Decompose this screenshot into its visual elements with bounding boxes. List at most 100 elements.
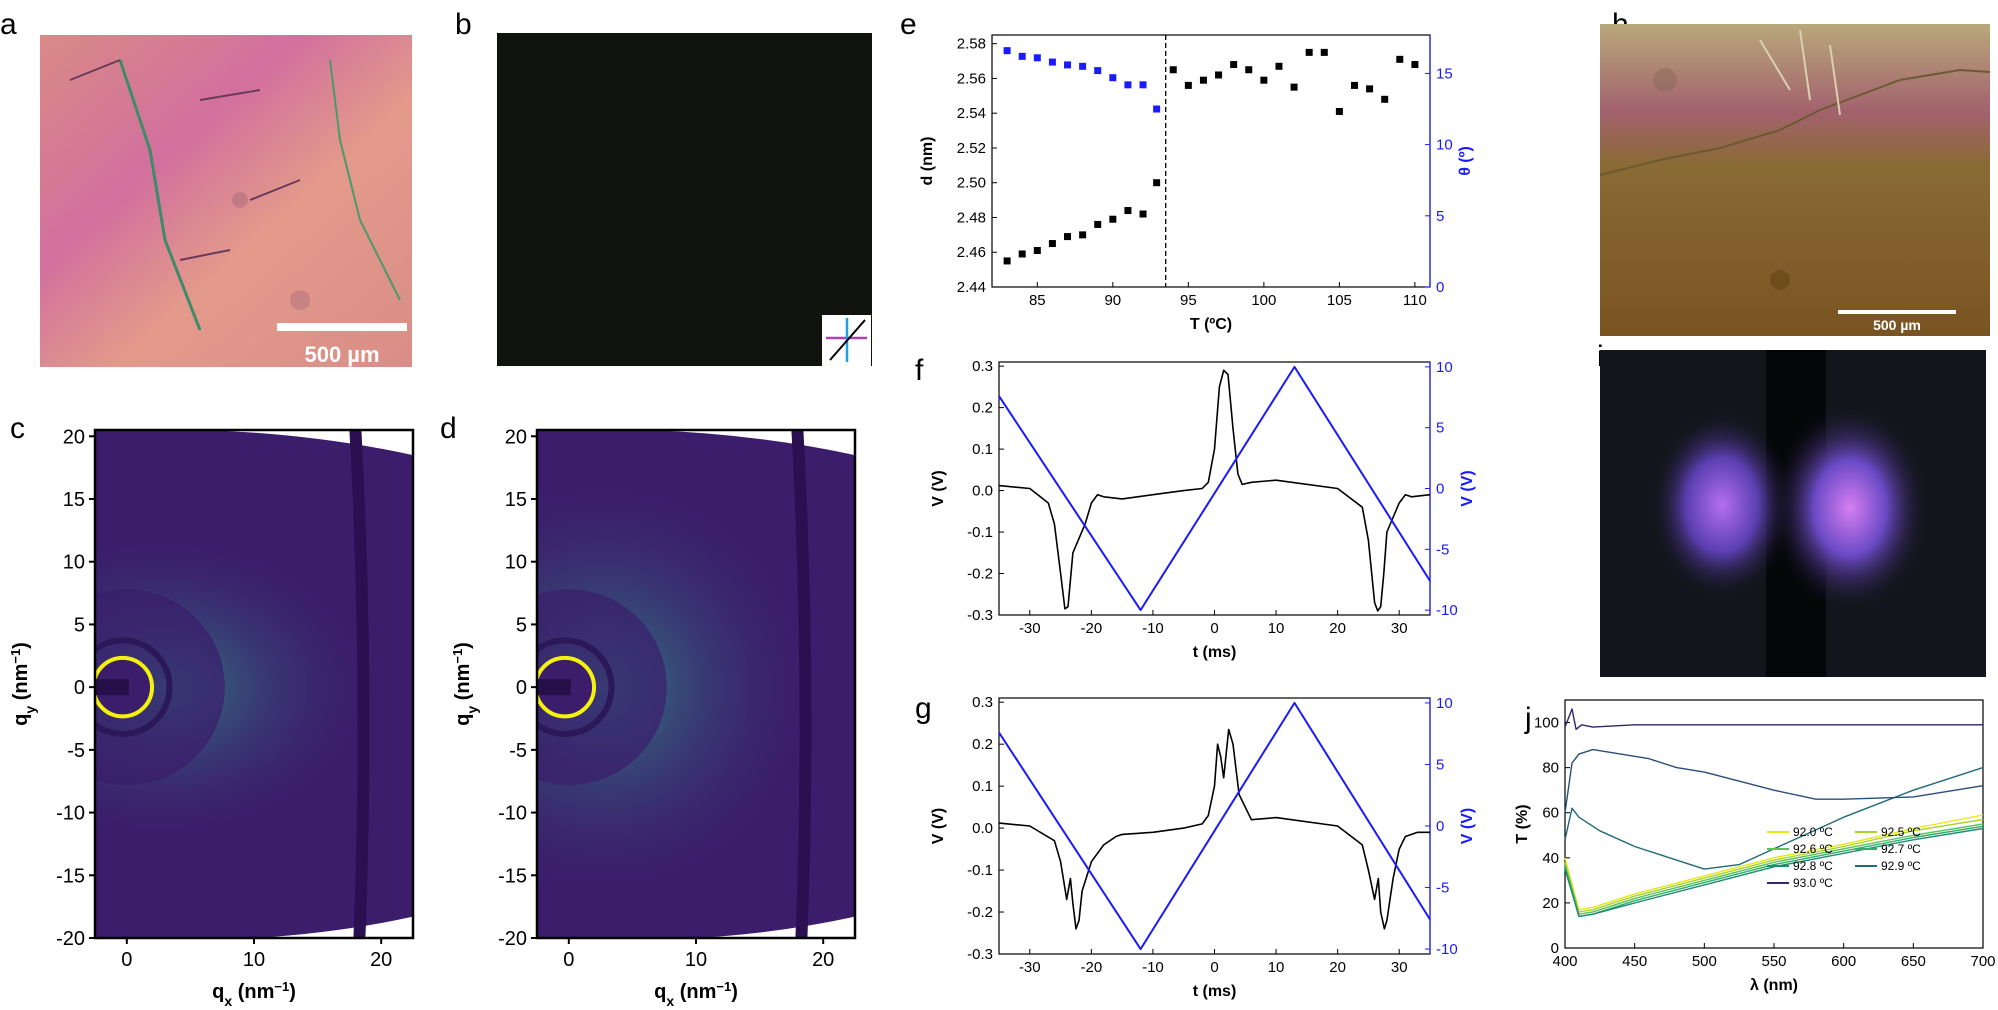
micrograph-h: 500 µm (1599, 24, 1991, 336)
micrograph-a: 500 µm (40, 35, 412, 367)
x-axis-label-part: (nm (232, 981, 274, 1003)
data-point-d (1335, 107, 1343, 115)
x-axis-label-part: x (666, 993, 674, 1009)
x-tick-label: 30 (1391, 959, 1408, 976)
x-tick-label: 500 (1692, 953, 1717, 970)
data-point-d (1245, 66, 1253, 74)
y-tick-label: 0.1 (972, 441, 993, 458)
data-point-d (1018, 250, 1026, 258)
y-tick-label: 0.3 (972, 358, 993, 375)
y-tick-label: -20 (56, 928, 85, 950)
legend-label: 92.0 ºC (1793, 825, 1833, 839)
data-point-d (1350, 81, 1358, 89)
y-tick-label: -10 (498, 803, 527, 825)
data-point-d (1169, 66, 1177, 74)
y-axis-label: V (V) (930, 470, 947, 506)
series-voltage (998, 365, 1431, 612)
data-point-d (1109, 215, 1117, 223)
panel-label-e: e (900, 8, 917, 41)
data-point-θ (1139, 81, 1147, 89)
y-tick-label: 0.0 (972, 820, 993, 837)
chart-j: 400 450 500 550 600 650 700 0 20 40 60 80 100 λ (nm) T… (1514, 699, 1996, 994)
plot-frame (998, 697, 1431, 955)
y-tick-label: -15 (498, 865, 527, 887)
y2-tick-label: 10 (1436, 137, 1453, 154)
x-tick-label: -30 (1019, 620, 1041, 637)
data-point-θ (1064, 61, 1072, 69)
y-tick-label: 10 (63, 552, 85, 574)
y-tick-label: -0.2 (967, 904, 993, 921)
x-axis-label-part: q (212, 981, 224, 1003)
series-92.6 ºC (1564, 823, 1984, 915)
y-tick-label: -20 (498, 928, 527, 950)
plot-frame (998, 361, 1431, 616)
y-tick-label: 20 (1542, 895, 1559, 912)
y-tick-label: -15 (56, 865, 85, 887)
y-axis-label-part: ) (10, 642, 32, 649)
data-point-θ (1003, 47, 1011, 55)
y-tick-label: 0 (516, 677, 527, 699)
panel-label-j: j (1524, 702, 1532, 735)
data-point-θ (1033, 54, 1041, 62)
ring-shadow (95, 637, 173, 737)
y2-tick-label: 5 (1436, 420, 1444, 437)
y-tick-label: 60 (1542, 805, 1559, 822)
y-axis-label-part: (nm (452, 664, 474, 706)
x-tick-label: 10 (685, 949, 707, 971)
scalebar-h (1838, 310, 1956, 314)
y-tick-label: 2.50 (957, 175, 986, 192)
legend-label: 92.7 ºC (1881, 842, 1921, 856)
data-point-d (1139, 210, 1147, 218)
y-tick-label: 5 (516, 614, 527, 636)
y-axis-label: V (V) (930, 808, 947, 844)
x-tick-label: 20 (370, 949, 392, 971)
x-axis-label-part: x (224, 993, 232, 1009)
x-tick-label: -10 (1142, 959, 1164, 976)
data-point-θ (1153, 105, 1161, 113)
chart-g: -30 -20 -10 0 10 20 30 -0.3 -0.2 -0.1 0.0 0.1 0.2 0.3… (930, 694, 1476, 1000)
y-axis-label-part: y (464, 706, 480, 714)
data-point-d (1048, 240, 1056, 248)
x-tick-label: 30 (1391, 620, 1408, 637)
plot-frame (1564, 699, 1984, 949)
y-axis-label-part: −1 (8, 649, 23, 664)
legend-label: 92.6 ºC (1793, 842, 1833, 856)
x-axis-label: λ (nm) (1750, 977, 1798, 994)
data-point-d (1079, 231, 1087, 239)
y-tick-label: 40 (1542, 850, 1559, 867)
y2-tick-label: 5 (1436, 756, 1444, 773)
x-tick-label: 450 (1622, 953, 1647, 970)
data-point-d (1094, 220, 1102, 228)
y2-tick-label: 0 (1436, 481, 1444, 498)
x-axis-label-part: (nm (674, 981, 716, 1003)
chart-f: -30 -20 -10 0 10 20 30 -0.3 -0.2 -0.1 0.0 0.1 0.2 0.3… (930, 358, 1476, 661)
y-tick-label: 2.44 (957, 279, 986, 296)
data-point-d (1184, 81, 1192, 89)
y2-axis-label: V (V) (1459, 470, 1476, 506)
data-point-θ (1048, 58, 1056, 66)
x-axis-label-part: ) (289, 981, 296, 1003)
y-axis-label: T (%) (1514, 804, 1531, 843)
y-tick-label: 15 (505, 489, 527, 511)
x-tick-label: -20 (1081, 620, 1103, 637)
scalebar-label-h: 500 µm (1873, 317, 1921, 333)
x-axis-label-part: q (654, 981, 666, 1003)
series-93.0 ºC (1564, 708, 1983, 730)
y2-tick-label: -10 (1436, 941, 1458, 958)
x-tick-label: -30 (1019, 959, 1041, 976)
legend-label: 92.9 ºC (1881, 859, 1921, 873)
y-tick-label: 0.1 (972, 778, 993, 795)
panel-label-g: g (915, 692, 932, 725)
x-tick-label: 10 (1268, 620, 1285, 637)
x-tick-label: 10 (1268, 959, 1285, 976)
y2-tick-label: 15 (1436, 65, 1453, 82)
ring-shadow (537, 637, 615, 737)
x-tick-label: 20 (812, 949, 834, 971)
scalebar-label-a: 500 µm (304, 342, 379, 367)
y-axis-label: qy (nm−1) (450, 642, 481, 726)
x-tick-label: 0 (563, 949, 574, 971)
x-tick-label: 105 (1327, 292, 1352, 309)
